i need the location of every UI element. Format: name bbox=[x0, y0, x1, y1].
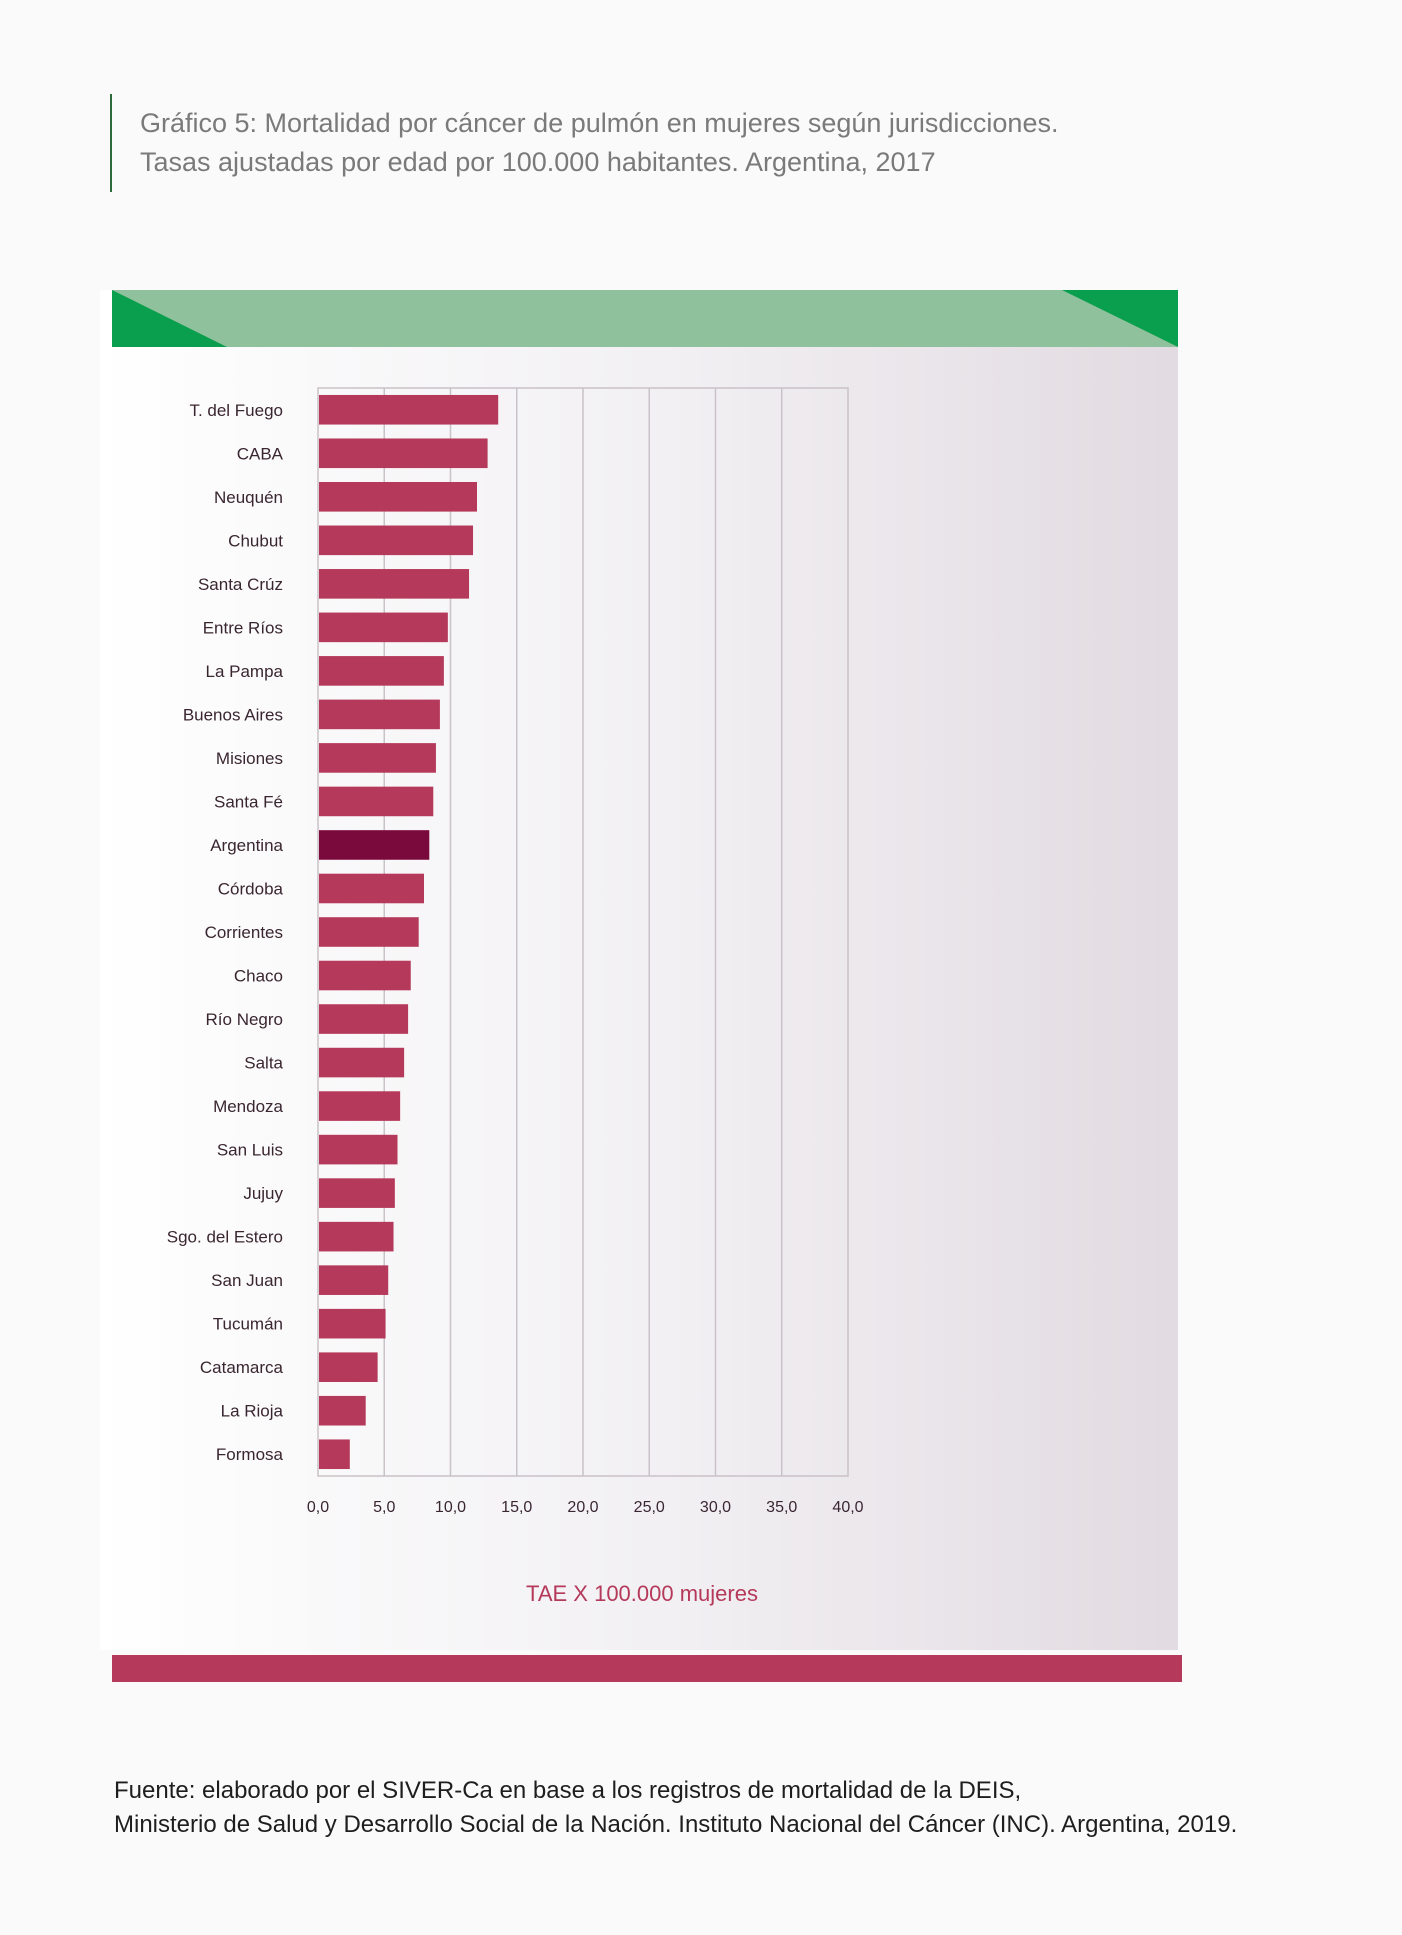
category-label: Sgo. del Estero bbox=[167, 1228, 283, 1247]
category-label: T. del Fuego bbox=[189, 401, 283, 420]
category-label: Argentina bbox=[210, 836, 283, 855]
category-label: Santa Crúz bbox=[198, 575, 283, 594]
bar bbox=[319, 699, 440, 730]
source-line-1: Fuente: elaborado por el SIVER-Ca en bas… bbox=[114, 1777, 1022, 1804]
category-label: Chubut bbox=[228, 531, 283, 550]
category-label: Salta bbox=[244, 1054, 283, 1073]
bar bbox=[319, 873, 424, 904]
category-label: Mendoza bbox=[213, 1097, 283, 1116]
bar bbox=[319, 917, 419, 947]
x-tick-label: 10,0 bbox=[435, 1499, 466, 1516]
x-tick-label: 20,0 bbox=[567, 1499, 598, 1516]
bar bbox=[319, 1265, 389, 1295]
category-label: Misiones bbox=[216, 749, 283, 768]
bar bbox=[319, 1091, 401, 1121]
category-label: Río Negro bbox=[206, 1010, 283, 1029]
category-label: Jujuy bbox=[243, 1184, 283, 1203]
x-tick-label: 40,0 bbox=[832, 1499, 863, 1516]
bar bbox=[319, 1439, 350, 1470]
category-label: Chaco bbox=[234, 967, 283, 986]
bar bbox=[319, 612, 448, 643]
bar bbox=[319, 394, 499, 425]
bars-layer bbox=[319, 394, 499, 1470]
bar bbox=[319, 1352, 378, 1382]
x-tick-labels: 0,0 5,0 10,0 15,0 20,0 25,0 30,0 35,0 40,0 bbox=[307, 1499, 864, 1516]
category-label: La Rioja bbox=[221, 1402, 284, 1421]
x-tick-label: 0,0 bbox=[307, 1499, 329, 1516]
chart-panel bbox=[100, 290, 1178, 1650]
source-line-2: Ministerio de Salud y Desarrollo Social … bbox=[114, 1811, 1238, 1838]
category-label: Córdoba bbox=[218, 879, 284, 898]
x-tick-label: 5,0 bbox=[373, 1499, 395, 1516]
category-labels: T. del Fuego CABA Neuquén Chubut Santa Crúz E… bbox=[167, 401, 284, 1464]
category-label: Buenos Aires bbox=[183, 705, 283, 724]
source-note: Fuente: elaborado por el SIVER-Ca en bas… bbox=[114, 1774, 1237, 1842]
x-axis-label: TAE X 100.000 mujeres bbox=[526, 1581, 758, 1606]
title-line-1: Gráfico 5: Mortalidad por cáncer de pulm… bbox=[140, 108, 1059, 138]
x-tick-label: 15,0 bbox=[501, 1499, 532, 1516]
bar bbox=[319, 656, 444, 686]
bar bbox=[319, 482, 477, 512]
category-label: San Luis bbox=[217, 1141, 283, 1160]
bar bbox=[319, 1308, 386, 1339]
category-label: Formosa bbox=[216, 1445, 284, 1464]
category-label: Santa Fé bbox=[214, 792, 283, 811]
bar-chart: T. del Fuego CABA Neuquén Chubut Santa Crúz E… bbox=[167, 387, 864, 1606]
title-line-2: Tasas ajustadas por edad por 100.000 hab… bbox=[140, 147, 936, 177]
top-band-right-triangle bbox=[1062, 290, 1178, 347]
category-label: Neuquén bbox=[214, 488, 283, 507]
bar bbox=[319, 525, 474, 556]
bar bbox=[319, 1004, 409, 1034]
bar bbox=[319, 1221, 394, 1252]
bar bbox=[319, 1395, 366, 1426]
bar bbox=[319, 743, 436, 773]
chart-title: Gráfico 5: Mortalidad por cáncer de pulm… bbox=[110, 94, 1058, 192]
category-label: San Juan bbox=[211, 1271, 283, 1290]
category-label: La Pampa bbox=[206, 662, 284, 681]
bar bbox=[319, 1178, 395, 1208]
bar bbox=[319, 1134, 398, 1165]
top-band bbox=[112, 290, 1178, 347]
category-label: Corrientes bbox=[205, 923, 283, 942]
bar bbox=[319, 1047, 405, 1078]
category-label: Tucumán bbox=[213, 1315, 283, 1334]
x-tick-label: 35,0 bbox=[766, 1499, 797, 1516]
category-label: Entre Ríos bbox=[203, 618, 283, 637]
bottom-band bbox=[112, 1655, 1182, 1682]
category-label: CABA bbox=[237, 444, 284, 463]
bar bbox=[319, 960, 411, 991]
x-tick-label: 25,0 bbox=[634, 1499, 665, 1516]
bar bbox=[319, 569, 470, 599]
bar bbox=[319, 438, 488, 469]
top-band-left-triangle bbox=[112, 290, 227, 347]
bar bbox=[319, 786, 434, 817]
top-band-fill bbox=[112, 290, 1178, 347]
bar-highlight bbox=[319, 830, 430, 860]
x-tick-label: 30,0 bbox=[700, 1499, 731, 1516]
category-label: Catamarca bbox=[200, 1358, 284, 1377]
